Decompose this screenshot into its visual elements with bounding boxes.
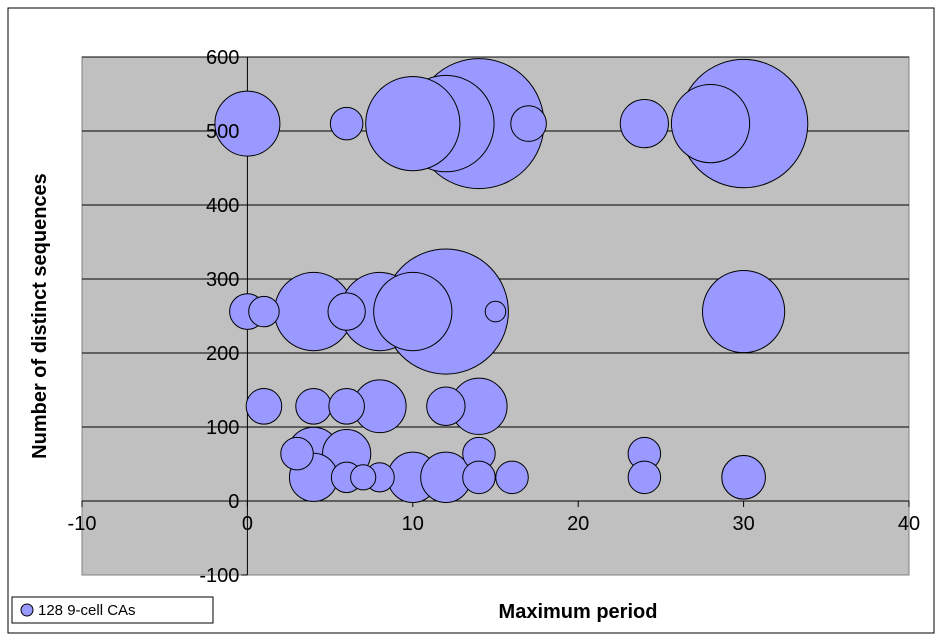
bubble-point [350,464,377,491]
bubble-point [619,98,669,149]
bubble-point [426,386,466,427]
bubble-point [295,387,332,425]
legend-box [11,596,214,624]
bubble-point [484,300,507,323]
y-tick-label: 400 [206,195,239,217]
bubble-point [280,436,314,471]
y-tick-label: 500 [206,121,239,143]
bubble-point [328,387,365,425]
bubble-layer [214,58,809,503]
bubble-point [245,387,283,425]
bubble-point [721,455,766,500]
x-tick-label: 20 [567,513,589,535]
bubble-point [365,76,461,172]
bubble-point [462,460,496,495]
x-tick-label: 10 [402,513,424,535]
x-axis-title: Maximum period [499,601,658,623]
legend: 128 9-cell CAs [11,596,214,624]
bubble-point [214,90,281,157]
y-axis-title: Number of distinct sequences [29,173,51,459]
bubble-point [373,271,453,352]
x-tick-label: 0 [242,513,253,535]
x-tick-label: 30 [732,513,754,535]
bubble-point [495,460,529,495]
y-tick-label: 600 [206,47,239,69]
bubble-point [670,83,751,164]
legend-label: 128 9-cell CAs [38,602,136,619]
x-tick-label: 40 [898,513,920,535]
bubble-point [510,105,547,142]
bubble-point [327,292,366,331]
y-tick-label: 200 [206,343,239,365]
y-tick-label: 0 [228,491,239,513]
bubble-point [627,460,662,495]
bubble-point [329,106,364,141]
y-tick-label: -100 [199,565,239,587]
y-tick-label: 300 [206,269,239,291]
x-tick-label: -10 [68,513,97,535]
bubble-point [701,269,786,354]
y-tick-label: 100 [206,417,239,439]
bubble-point [248,295,280,328]
legend-marker [20,603,34,617]
